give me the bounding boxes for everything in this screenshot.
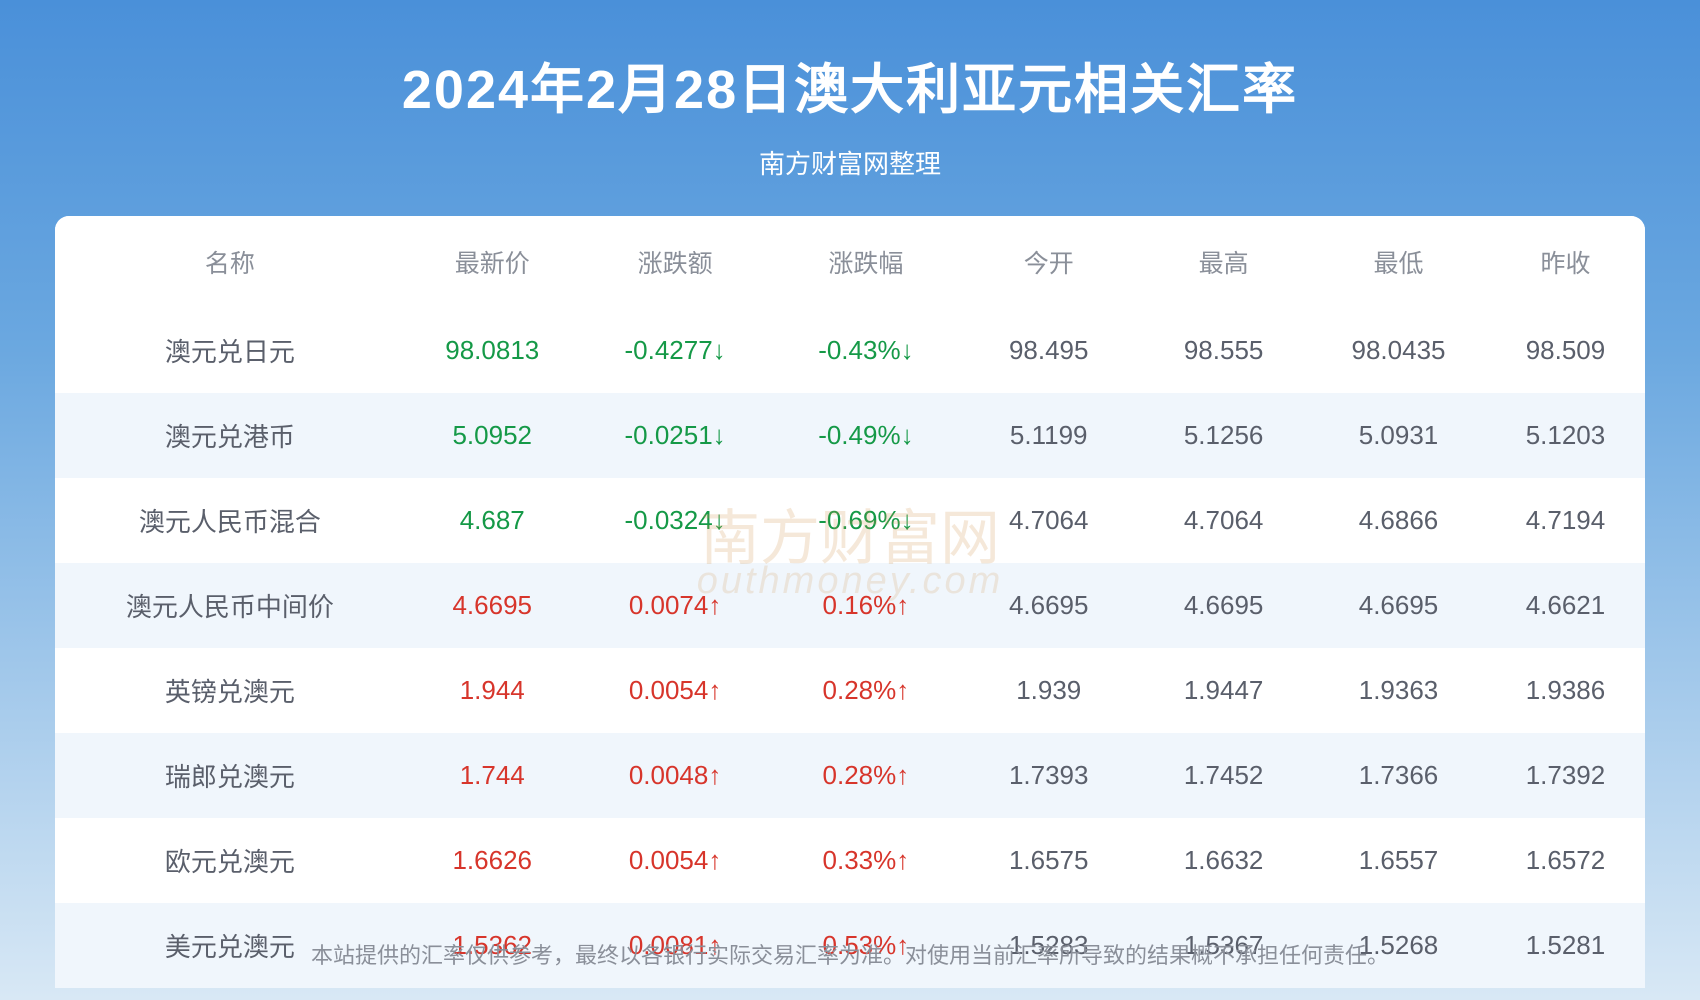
cell-changepct: 0.16%↑ [770, 590, 961, 621]
table-header-row: 名称 最新价 涨跌额 涨跌幅 今开 最高 最低 昨收 [55, 216, 1645, 308]
cell-low: 4.6866 [1311, 505, 1486, 536]
cell-change: -0.4277↓ [580, 335, 771, 366]
cell-name: 澳元人民币混合 [55, 502, 405, 539]
cell-low: 4.6695 [1311, 590, 1486, 621]
cell-high: 4.6695 [1136, 590, 1311, 621]
cell-price: 4.687 [405, 505, 580, 536]
cell-change: -0.0324↓ [580, 505, 771, 536]
table-row: 澳元兑日元98.0813-0.4277↓-0.43%↓98.49598.5559… [55, 308, 1645, 393]
col-header-changepct: 涨跌幅 [770, 244, 961, 280]
cell-changepct: 0.28%↑ [770, 760, 961, 791]
cell-low: 1.6557 [1311, 845, 1486, 876]
cell-open: 5.1199 [961, 420, 1136, 451]
page-title: 2024年2月28日澳大利亚元相关汇率 [0, 45, 1700, 124]
cell-name: 澳元兑港币 [55, 417, 405, 454]
page-subtitle: 南方财富网整理 [0, 144, 1700, 181]
cell-high: 4.7064 [1136, 505, 1311, 536]
cell-name: 英镑兑澳元 [55, 672, 405, 709]
col-header-change: 涨跌额 [580, 244, 771, 280]
cell-name: 瑞郎兑澳元 [55, 757, 405, 794]
cell-high: 1.7452 [1136, 760, 1311, 791]
cell-low: 98.0435 [1311, 335, 1486, 366]
cell-change: 0.0054↑ [580, 845, 771, 876]
cell-prev: 1.9386 [1486, 675, 1645, 706]
cell-high: 1.9447 [1136, 675, 1311, 706]
cell-prev: 1.6572 [1486, 845, 1645, 876]
header: 2024年2月28日澳大利亚元相关汇率 南方财富网整理 [0, 0, 1700, 181]
col-header-low: 最低 [1311, 244, 1486, 280]
cell-price: 98.0813 [405, 335, 580, 366]
table-row: 澳元兑港币5.0952-0.0251↓-0.49%↓5.11995.12565.… [55, 393, 1645, 478]
cell-price: 5.0952 [405, 420, 580, 451]
cell-name: 澳元兑日元 [55, 332, 405, 369]
cell-changepct: 0.33%↑ [770, 845, 961, 876]
cell-price: 1.944 [405, 675, 580, 706]
table-row: 澳元人民币中间价4.66950.0074↑0.16%↑4.66954.66954… [55, 563, 1645, 648]
cell-change: 0.0054↑ [580, 675, 771, 706]
cell-low: 1.7366 [1311, 760, 1486, 791]
rates-table: 名称 最新价 涨跌额 涨跌幅 今开 最高 最低 昨收 澳元兑日元98.0813-… [55, 216, 1645, 988]
cell-changepct: -0.49%↓ [770, 420, 961, 451]
cell-high: 5.1256 [1136, 420, 1311, 451]
table-row: 澳元人民币混合4.687-0.0324↓-0.69%↓4.70644.70644… [55, 478, 1645, 563]
col-header-name: 名称 [55, 244, 405, 280]
cell-low: 5.0931 [1311, 420, 1486, 451]
cell-name: 澳元人民币中间价 [55, 587, 405, 624]
cell-low: 1.9363 [1311, 675, 1486, 706]
cell-open: 4.6695 [961, 590, 1136, 621]
cell-price: 4.6695 [405, 590, 580, 621]
table-row: 英镑兑澳元1.9440.0054↑0.28%↑1.9391.94471.9363… [55, 648, 1645, 733]
col-header-high: 最高 [1136, 244, 1311, 280]
cell-prev: 98.509 [1486, 335, 1645, 366]
cell-high: 1.6632 [1136, 845, 1311, 876]
cell-changepct: -0.43%↓ [770, 335, 961, 366]
table-row: 瑞郎兑澳元1.7440.0048↑0.28%↑1.73931.74521.736… [55, 733, 1645, 818]
cell-open: 98.495 [961, 335, 1136, 366]
cell-change: -0.0251↓ [580, 420, 771, 451]
cell-price: 1.744 [405, 760, 580, 791]
cell-open: 1.939 [961, 675, 1136, 706]
cell-prev: 1.7392 [1486, 760, 1645, 791]
cell-open: 4.7064 [961, 505, 1136, 536]
cell-high: 98.555 [1136, 335, 1311, 366]
cell-price: 1.6626 [405, 845, 580, 876]
cell-changepct: 0.28%↑ [770, 675, 961, 706]
cell-prev: 4.7194 [1486, 505, 1645, 536]
cell-open: 1.7393 [961, 760, 1136, 791]
col-header-prev: 昨收 [1486, 244, 1645, 280]
col-header-price: 最新价 [405, 244, 580, 280]
cell-prev: 5.1203 [1486, 420, 1645, 451]
cell-change: 0.0048↑ [580, 760, 771, 791]
table-row: 欧元兑澳元1.66260.0054↑0.33%↑1.65751.66321.65… [55, 818, 1645, 903]
col-header-open: 今开 [961, 244, 1136, 280]
cell-name: 欧元兑澳元 [55, 842, 405, 879]
cell-prev: 4.6621 [1486, 590, 1645, 621]
disclaimer-text: 本站提供的汇率仅供参考，最终以各银行实际交易汇率为准。对使用当前汇率所导致的结果… [0, 938, 1700, 970]
cell-open: 1.6575 [961, 845, 1136, 876]
cell-changepct: -0.69%↓ [770, 505, 961, 536]
cell-change: 0.0074↑ [580, 590, 771, 621]
